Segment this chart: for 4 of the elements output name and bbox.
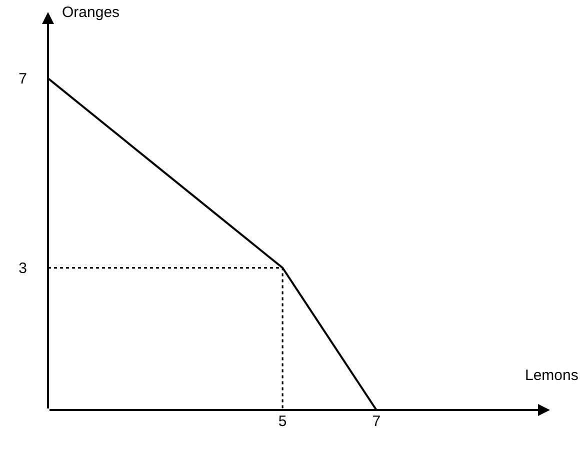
x-tick-label: 5 <box>278 413 287 430</box>
y-axis-title: Oranges <box>62 4 120 21</box>
y-tick-label: 3 <box>18 260 27 278</box>
x-axis-title: Lemons <box>525 367 578 384</box>
